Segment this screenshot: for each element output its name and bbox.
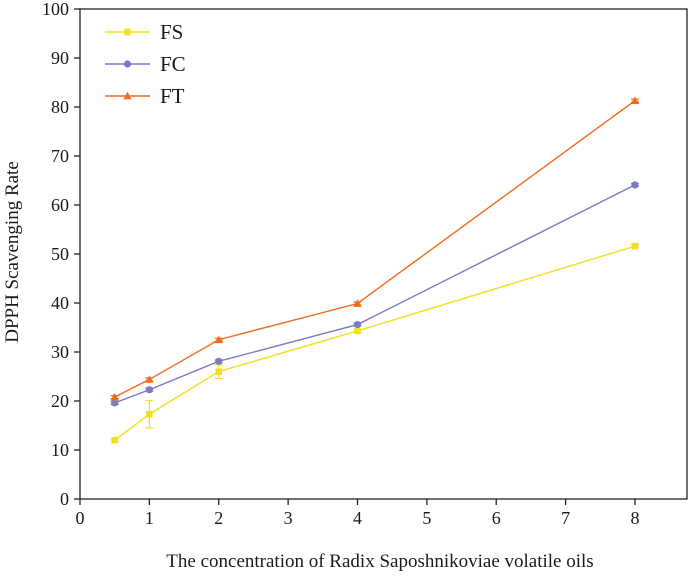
x-tick-label: 5 — [422, 508, 431, 528]
data-point — [354, 327, 361, 335]
x-tick-label: 7 — [561, 508, 570, 528]
x-tick-label: 0 — [76, 508, 85, 528]
legend: FS FC FT — [105, 20, 186, 108]
data-point — [214, 335, 223, 344]
data-point — [145, 386, 153, 394]
x-axis-title: The concentration of Radix Saposhnikovia… — [166, 551, 593, 572]
y-tick-label: 0 — [60, 489, 69, 509]
x-tick-label: 4 — [353, 508, 362, 528]
data-point — [353, 320, 362, 329]
data-point — [111, 437, 118, 444]
y-tick-label: 70 — [51, 146, 69, 166]
y-tick-label: 60 — [51, 195, 69, 215]
y-tick-label: 80 — [51, 97, 69, 117]
x-tick-label: 1 — [145, 508, 154, 528]
legend-marker — [124, 28, 131, 36]
data-point — [631, 181, 639, 189]
legend-item-fc: FC — [105, 52, 186, 76]
series-layer — [110, 96, 640, 444]
data-point — [630, 96, 640, 104]
y-tick-label: 50 — [51, 244, 69, 264]
series-ft — [110, 96, 640, 401]
legend-label: FS — [160, 20, 183, 44]
y-tick-label: 10 — [51, 440, 69, 460]
y-tick-label: 90 — [51, 48, 69, 68]
data-point — [146, 411, 153, 418]
y-tick-label: 30 — [51, 342, 69, 362]
series-fs — [110, 242, 639, 444]
legend-marker — [123, 60, 132, 68]
series-fc — [110, 181, 639, 407]
plot-frame — [79, 8, 688, 500]
legend-item-fs: FS — [105, 20, 183, 44]
y-tick-label: 100 — [42, 0, 69, 19]
x-tick-label: 3 — [284, 508, 293, 528]
series-line — [114, 184, 636, 404]
data-point — [215, 368, 222, 375]
y-tick-label: 20 — [51, 391, 69, 411]
series-line — [114, 100, 636, 398]
legend-label: FT — [160, 84, 185, 108]
series-line — [114, 245, 636, 441]
data-point — [215, 357, 223, 365]
legend-label: FC — [160, 52, 186, 76]
data-point — [631, 242, 639, 250]
x-tick-label: 6 — [492, 508, 501, 528]
legend-item-ft: FT — [105, 84, 185, 108]
legend-marker — [123, 91, 132, 100]
y-axis-title: DPPH Scavenging Rate — [2, 161, 23, 343]
x-tick-label: 8 — [630, 508, 639, 528]
data-point — [110, 392, 119, 401]
data-point — [353, 299, 362, 307]
y-tick-label: 40 — [51, 293, 69, 313]
x-tick-label: 2 — [214, 508, 223, 528]
data-point — [145, 375, 154, 383]
data-point — [111, 399, 119, 407]
